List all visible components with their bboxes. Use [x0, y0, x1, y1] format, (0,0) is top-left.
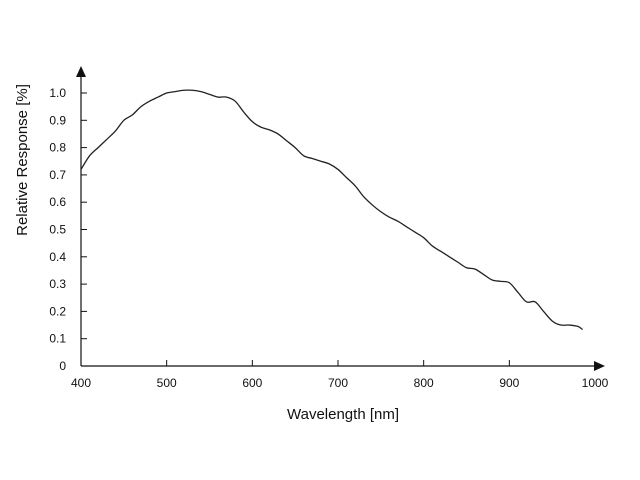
- x-axis-arrow: [594, 361, 605, 371]
- x-tick-label: 600: [242, 376, 262, 390]
- y-axis-arrow: [76, 66, 86, 77]
- y-tick-label: 0.6: [49, 195, 66, 209]
- x-tick-label: 500: [157, 376, 177, 390]
- y-tick-label: 0.7: [49, 168, 66, 182]
- x-tick-label: 900: [499, 376, 519, 390]
- y-tick-label: 0.2: [49, 304, 66, 318]
- y-tick-label: 0.9: [49, 113, 66, 127]
- series: [80, 89, 583, 330]
- x-tick-label: 400: [71, 376, 91, 390]
- y-tick-label: 0.8: [49, 141, 66, 155]
- y-axis-title: Relative Response [%]: [14, 84, 31, 236]
- response-curve-line: [80, 89, 583, 330]
- y-tick-label: 1.0: [49, 86, 66, 100]
- x-tick-label: 1000: [582, 376, 609, 390]
- y-tick-label: 0.5: [49, 223, 66, 237]
- y-tick-label: 0.3: [49, 277, 66, 291]
- x-tick-label: 800: [414, 376, 434, 390]
- y-tick-label: 0.4: [49, 250, 66, 264]
- axes: [76, 66, 605, 371]
- y-tick-label: 0.1: [49, 332, 66, 346]
- x-axis-title: Wavelength [nm]: [287, 406, 399, 423]
- y-tick-label: 0: [59, 359, 66, 373]
- ticks: 400 500 600 700 800 900 1000 0 0.1 0.2 0.3 0.4 0.5 0.…: [49, 86, 608, 390]
- x-tick-label: 700: [328, 376, 348, 390]
